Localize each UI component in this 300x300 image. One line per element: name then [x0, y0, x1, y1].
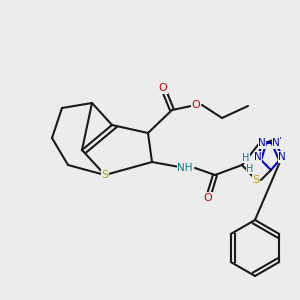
Text: N: N — [272, 138, 280, 148]
Text: O: O — [159, 83, 167, 93]
Text: O: O — [204, 193, 212, 203]
Text: N: N — [258, 138, 266, 148]
Text: O: O — [192, 100, 200, 110]
Text: N: N — [278, 152, 286, 162]
Text: S: S — [101, 170, 109, 180]
Text: H: H — [246, 164, 254, 174]
Text: N: N — [254, 152, 262, 162]
Text: NH: NH — [177, 163, 193, 173]
Text: S: S — [252, 175, 260, 185]
Text: H: H — [242, 153, 250, 163]
